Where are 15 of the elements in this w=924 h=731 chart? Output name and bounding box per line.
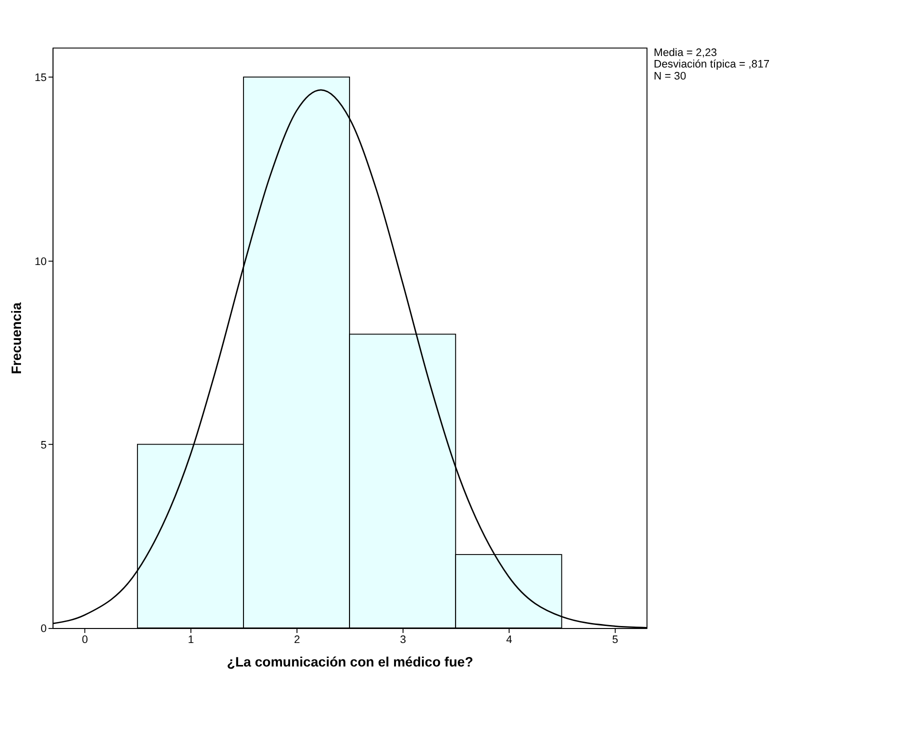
text: N = 30 bbox=[654, 70, 686, 82]
x-tick-label: 0 bbox=[82, 634, 88, 646]
y-tick-label: 15 bbox=[34, 72, 47, 84]
y-tick-label: 10 bbox=[34, 256, 47, 268]
x-tick-label: 4 bbox=[506, 634, 512, 646]
x-tick-label: 2 bbox=[294, 634, 300, 646]
x-axis-title: ¿La comunicación con el médico fue? bbox=[226, 654, 474, 670]
y-axis-title: Frecuencia bbox=[8, 302, 24, 374]
y-tick-label: 5 bbox=[40, 439, 47, 452]
x-tick-label: 5 bbox=[612, 634, 618, 646]
x-tick-label: 3 bbox=[400, 634, 406, 646]
text: Media = 2,23 bbox=[654, 46, 717, 59]
x-tick-label: 1 bbox=[188, 634, 194, 646]
text: Desviación típica = ,817 bbox=[654, 58, 770, 71]
y-tick-label: 0 bbox=[40, 623, 47, 636]
